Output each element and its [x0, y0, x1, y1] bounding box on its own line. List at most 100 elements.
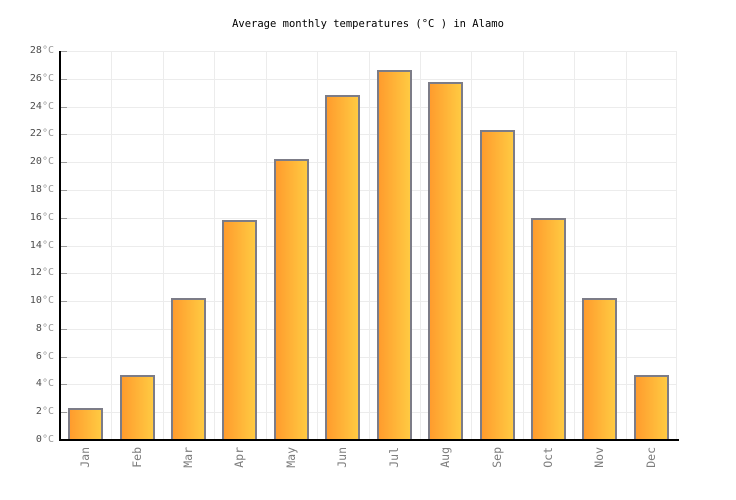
y-tick-mark [60, 273, 67, 274]
gridline-horizontal [60, 412, 677, 413]
bar-mar [171, 298, 206, 440]
y-tick-mark [60, 162, 67, 163]
y-label-value: 22 [29, 128, 42, 139]
gridline-horizontal [60, 357, 677, 358]
gridline-vertical [420, 51, 421, 440]
x-axis-label-jan: Jan [78, 447, 92, 468]
plot-area [60, 51, 677, 440]
bar-apr [222, 220, 257, 440]
gridline-vertical [574, 51, 575, 440]
gridline-horizontal [60, 51, 677, 52]
y-label-value: 14 [29, 240, 42, 251]
gridline-vertical [369, 51, 370, 440]
chart-title: Average monthly temperatures (°C ) in Al… [232, 18, 504, 30]
x-axis-label-oct: Oct [541, 447, 555, 468]
y-label-unit: °C [41, 45, 54, 56]
y-tick-mark [60, 357, 67, 358]
gridline-horizontal [60, 107, 677, 108]
y-tick-mark [60, 51, 67, 52]
x-axis-label-aug: Aug [438, 447, 452, 468]
gridline-horizontal [60, 329, 677, 330]
gridline-vertical [214, 51, 215, 440]
gridline-vertical [317, 51, 318, 440]
y-tick-mark [60, 107, 67, 108]
bar-sep [480, 130, 515, 440]
x-axis-line [59, 439, 679, 441]
y-tick-mark [60, 412, 67, 413]
y-axis-label: 12°C [0, 267, 54, 279]
y-label-value: 0 [35, 434, 42, 445]
bar-jul [377, 70, 412, 440]
x-axis-label-nov: Nov [592, 447, 606, 468]
y-label-value: 12 [29, 267, 42, 278]
gridline-horizontal [60, 384, 677, 385]
y-label-value: 8 [35, 323, 42, 334]
y-tick-mark [60, 218, 67, 219]
bar-may [274, 159, 309, 440]
x-axis-label-may: May [284, 447, 298, 468]
y-axis-label: 2°C [0, 406, 54, 418]
y-axis-label: 10°C [0, 295, 54, 307]
gridline-horizontal [60, 273, 677, 274]
bar-feb [120, 375, 155, 440]
y-axis-label: 26°C [0, 73, 54, 85]
y-label-value: 28 [29, 45, 42, 56]
gridline-vertical [523, 51, 524, 440]
gridline-horizontal [60, 218, 677, 219]
y-label-unit: °C [41, 212, 54, 223]
y-tick-mark [60, 301, 67, 302]
y-label-unit: °C [41, 378, 54, 389]
y-label-value: 18 [29, 184, 42, 195]
gridline-vertical [163, 51, 164, 440]
y-axis-label: 24°C [0, 101, 54, 113]
y-tick-mark [60, 246, 67, 247]
y-label-value: 6 [35, 351, 42, 362]
y-axis-label: 16°C [0, 212, 54, 224]
x-axis-label-feb: Feb [130, 447, 144, 468]
y-label-value: 26 [29, 73, 42, 84]
y-label-unit: °C [41, 101, 54, 112]
bar-jan [68, 408, 103, 440]
y-label-unit: °C [41, 128, 54, 139]
y-axis-label: 28°C [0, 45, 54, 57]
y-tick-mark [60, 190, 67, 191]
gridline-vertical [676, 51, 677, 440]
y-label-unit: °C [41, 156, 54, 167]
y-label-unit: °C [41, 73, 54, 84]
x-axis-label-jun: Jun [335, 447, 349, 468]
y-axis-label: 0°C [0, 434, 54, 446]
y-axis-label: 14°C [0, 240, 54, 252]
y-label-unit: °C [41, 406, 54, 417]
gridline-horizontal [60, 301, 677, 302]
gridline-horizontal [60, 246, 677, 247]
y-axis-label: 18°C [0, 184, 54, 196]
x-axis-label-sep: Sep [490, 447, 504, 468]
gridline-horizontal [60, 79, 677, 80]
y-label-unit: °C [41, 184, 54, 195]
gridline-horizontal [60, 162, 677, 163]
y-axis-line [59, 51, 61, 441]
y-label-unit: °C [41, 267, 54, 278]
y-label-value: 4 [35, 378, 42, 389]
y-label-unit: °C [41, 240, 54, 251]
gridline-vertical [471, 51, 472, 440]
y-label-value: 10 [29, 295, 42, 306]
y-axis-label: 20°C [0, 156, 54, 168]
y-tick-mark [60, 79, 67, 80]
gridline-horizontal [60, 190, 677, 191]
y-tick-mark [60, 329, 67, 330]
gridline-vertical [626, 51, 627, 440]
y-label-unit: °C [41, 351, 54, 362]
y-label-unit: °C [41, 323, 54, 334]
y-label-value: 20 [29, 156, 42, 167]
bar-dec [634, 375, 669, 440]
x-axis-label-dec: Dec [644, 447, 658, 468]
gridline-vertical [111, 51, 112, 440]
y-tick-mark [60, 384, 67, 385]
gridline-vertical [266, 51, 267, 440]
gridline-horizontal [60, 134, 677, 135]
y-label-value: 24 [29, 101, 42, 112]
bar-aug [428, 82, 463, 440]
x-axis-label-apr: Apr [232, 447, 246, 468]
bar-nov [582, 298, 617, 440]
